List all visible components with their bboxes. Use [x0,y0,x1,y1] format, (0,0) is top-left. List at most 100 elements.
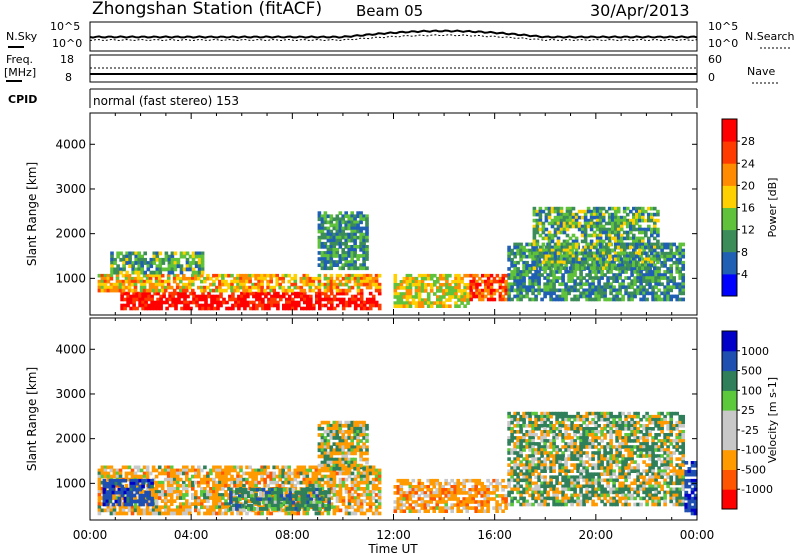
heatmap-cell [326,445,331,450]
heatmap-cell [359,238,363,243]
heatmap-cell [362,238,366,243]
heatmap-cell [436,304,440,308]
heatmap-cell [151,273,156,278]
heatmap-cell [175,477,180,482]
heatmap-cell [644,260,648,265]
heatmap-cell [175,474,180,479]
heatmap-cell [154,493,159,497]
heatmap-cell [405,301,410,305]
heatmap-cell [121,465,126,470]
heatmap-cell [147,478,151,483]
heatmap-cell [481,294,485,299]
heatmap-cell [450,485,454,489]
heatmap-cell [138,303,142,308]
heatmap-cell [206,499,210,503]
heatmap-cell [100,480,105,485]
heatmap-cell [117,502,122,507]
heatmap-cell [303,491,308,495]
heatmap-cell [675,260,679,265]
heatmap-cell [586,206,591,211]
heatmap-cell [610,266,615,270]
heatmap-cell [249,497,254,502]
heatmap-cell [249,306,253,311]
heatmap-cell [329,254,334,258]
heatmap-cell [252,306,256,311]
heatmap-cell [302,477,307,482]
heatmap-cell [359,499,364,503]
heatmap-cell [522,499,526,504]
heatmap-cell [562,266,567,270]
heatmap-cell [291,487,296,492]
heatmap-cell [580,248,585,253]
heatmap-cell [650,230,654,235]
heatmap-cell [139,276,144,281]
heatmap-cell [362,430,366,434]
heatmap-cell [528,267,532,271]
heatmap-cell [266,471,270,476]
heatmap-cell [128,264,132,269]
heatmap-cell [592,254,597,259]
heatmap-cell [134,254,138,259]
heatmap-cell [444,491,448,495]
heatmap-cell [172,468,177,473]
heatmap-cell [585,282,589,287]
heatmap-cell [612,273,616,277]
heatmap-cell [311,474,316,479]
heatmap-cell [191,261,196,265]
heatmap-cell [435,491,439,495]
heatmap-cell [347,288,352,293]
heatmap-cell [97,483,102,488]
heatmap-cell [197,261,202,265]
heatmap-cell [105,496,110,501]
heatmap-cell [641,239,645,244]
heatmap-cell [610,218,615,223]
heatmap-cell [179,276,183,281]
heatmap-cell [653,266,657,270]
heatmap-cell [323,474,328,479]
heatmap-cell [377,505,382,510]
heatmap-cell [347,505,352,510]
heatmap-cell [338,282,343,287]
heatmap-cell [239,508,243,513]
heatmap-cell [306,507,311,511]
heatmap-cell [540,273,544,277]
heatmap-cell [456,478,460,483]
heatmap-cell [97,505,102,510]
heatmap-cell [315,297,319,302]
heatmap-cell [495,478,499,483]
heatmap-cell [374,288,379,293]
heatmap-cell [353,474,358,479]
heatmap-cell [436,286,440,290]
heatmap-cell [498,494,502,498]
heatmap-cell [338,291,343,296]
heatmap-cell [350,483,355,488]
heatmap-cell [308,468,313,473]
heatmap-cell [191,496,195,500]
heatmap-cell [252,507,257,511]
heatmap-cell [212,279,216,284]
heatmap-cell [396,295,401,299]
heatmap-cell [332,223,337,228]
heatmap-cell [638,215,642,220]
heatmap-cell [353,260,357,264]
heatmap-cell [672,251,676,256]
heatmap-cell [574,248,579,253]
heatmap-cell [454,280,458,284]
heatmap-cell [230,477,234,482]
heatmap-cell [152,257,157,262]
heatmap-cell [672,260,676,265]
heatmap-cell [408,280,413,284]
heatmap-cell [359,487,364,491]
heatmap-cell [669,288,673,293]
heatmap-cell [318,507,322,511]
heatmap-cell [305,276,310,281]
heatmap-cell [320,420,325,425]
heatmap-cell [414,509,419,513]
heatmap-cell [326,248,331,252]
heatmap-cell [453,503,457,507]
heatmap-cell [507,276,511,280]
heatmap-cell [651,273,655,277]
heatmap-cell [341,235,345,240]
heatmap-cell [583,215,588,220]
heatmap-cell [171,300,175,305]
